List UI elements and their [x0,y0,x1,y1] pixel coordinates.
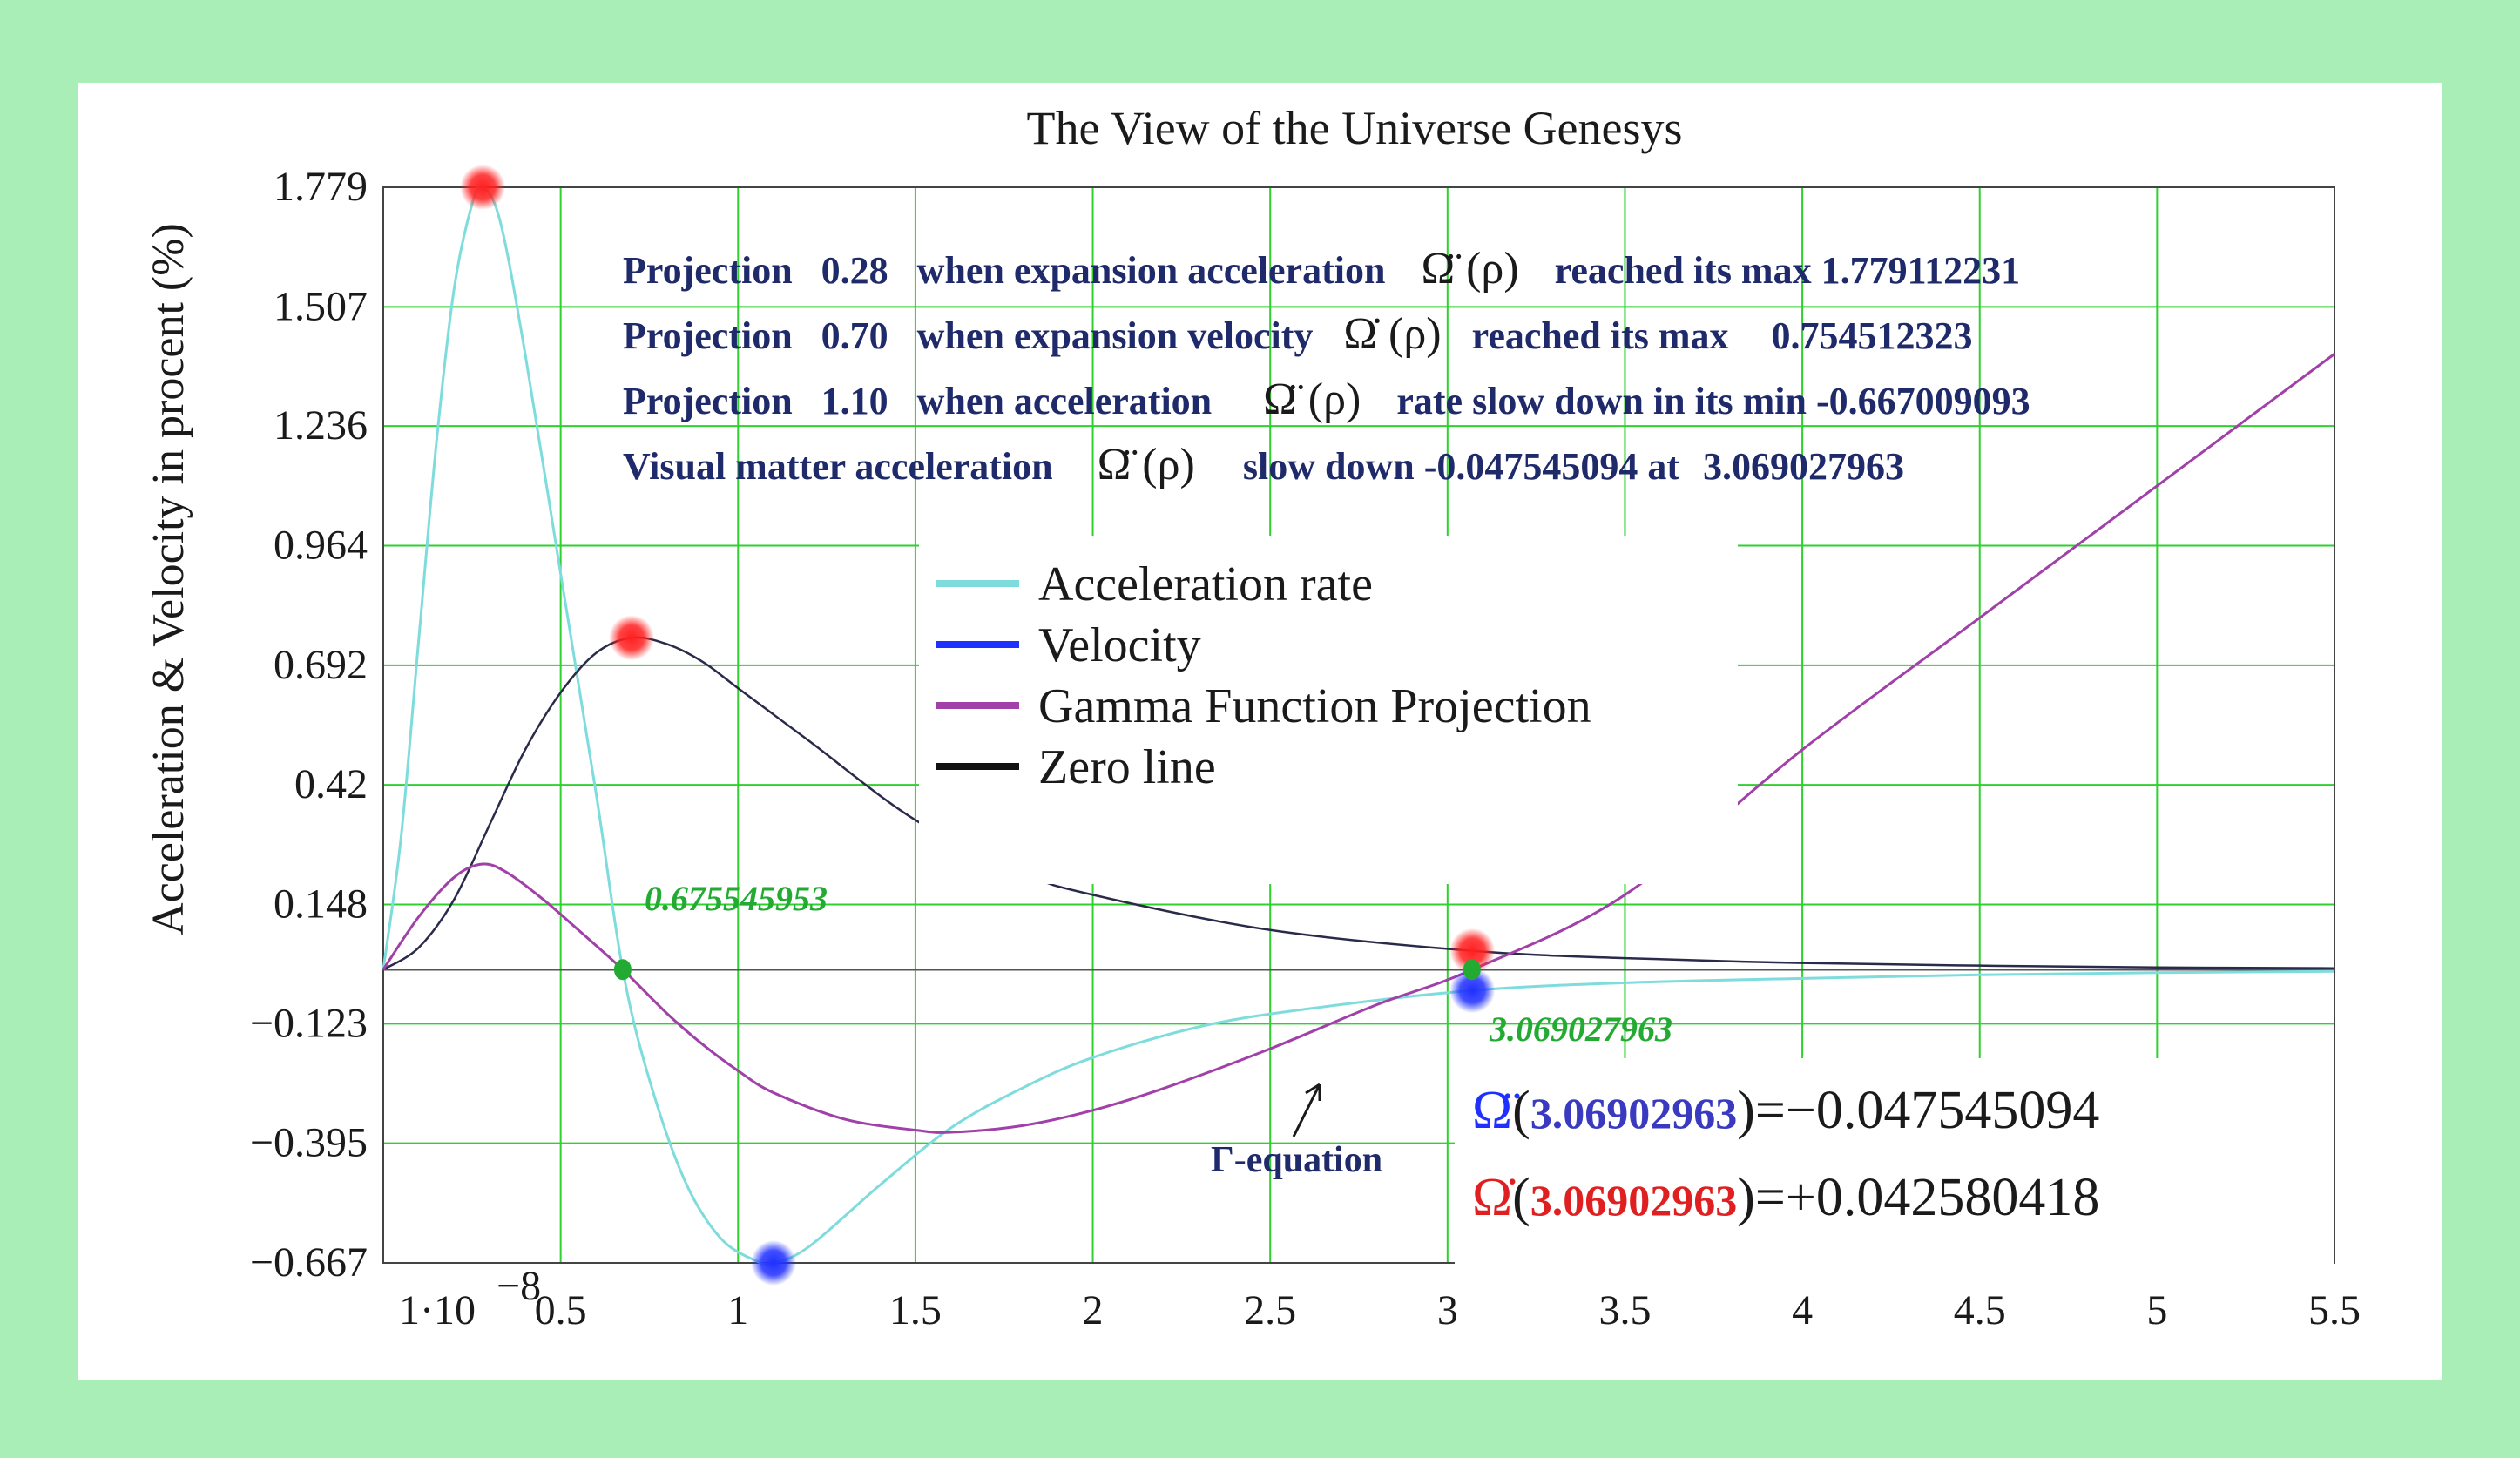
y-tick-label: 1.507 [274,283,368,329]
legend-label-acceleration: Acceleration rate [1038,557,1373,611]
x-tick-label: 2.5 [1244,1287,1296,1333]
zero-crossing-label-2: 3.069027963 [1489,1009,1672,1049]
x-tick-exponent: −8 [497,1263,541,1309]
y-tick-label: 0.964 [274,522,368,568]
legend-label-zero: Zero line [1038,740,1216,794]
equation-velocity: Ω̇(3.06902963)=+0.042580418 [1472,1168,2099,1227]
pointer-arrow-line [1292,1083,1321,1137]
annotation-line-1: Projection 0.28 when expansion accelerat… [623,244,2020,294]
marker-blue [1449,968,1496,1014]
x-tick-label: 5.5 [2308,1287,2361,1333]
y-tick-label: 0.148 [274,881,368,928]
annotation-line-2: Projection 0.70 when expansion velocity … [623,309,1973,359]
y-tick-label: 0.692 [274,642,368,688]
markers [460,165,1496,1286]
marker-red [460,165,506,210]
tick-labels: 1·10 0.5 1 1.5 2 2.5 3 3.5 4 4.5 5 5.5 −8 1.779 1.507 1… [250,164,2361,1333]
series-layer [382,185,2335,1266]
chart-title: The View of the Universe Genesys [1026,102,1682,154]
gamma-equation-pointer: Γ-equation [1211,1083,1382,1180]
chart-panel: The View of the Universe Genesys Acceler… [78,83,2442,1380]
x-tick-label: 1·10 [399,1287,476,1333]
x-tick-label: 3.5 [1598,1287,1651,1333]
annotation-block: Projection 0.28 when expansion accelerat… [623,244,2030,489]
x-tick-label: 4 [1792,1287,1813,1333]
series-acceleration-rate [382,185,2335,1266]
series-gamma-projection [382,353,2335,1134]
legend-label-velocity: Velocity [1038,618,1201,672]
plot-frame [382,186,2335,1264]
y-tick-label: 1.779 [274,164,368,210]
annotation-line-4: Visual matter acceleration Ω̈ (ρ) slow d… [623,440,1904,489]
marker-zero-crossing [1463,959,1481,981]
marker-red [609,615,655,661]
equation-acceleration: Ω̈(3.06902963)=−0.047545094 [1472,1081,2099,1140]
x-tick-label: 4.5 [1954,1287,2006,1333]
x-tick-label: 1 [727,1287,748,1333]
marker-blue [751,1240,796,1286]
legend: Acceleration rate Velocity Gamma Functio… [919,536,1738,884]
y-tick-label: −0.667 [250,1239,368,1286]
x-tick-label: 5 [2146,1287,2167,1333]
equation-box: Ω̈(3.06902963)=−0.047545094 Ω̇(3.0690296… [1455,1058,2334,1267]
x-tick-label: 3 [1437,1287,1458,1333]
x-tick-label: 0.5 [535,1287,587,1333]
legend-background [919,536,1738,884]
equation-box-background [1455,1058,2334,1267]
y-tick-label: 1.236 [274,402,368,449]
chart-svg: The View of the Universe Genesys Acceler… [144,102,2361,1333]
axes [382,186,2335,1264]
y-axis-label: Acceleration & Velocity in procent (%) [144,223,193,935]
marker-zero-crossing [613,959,632,981]
marker-red [1449,928,1496,974]
annotation-line-3: Projection 1.10 when acceleration Ω̈ (ρ)… [623,375,2030,424]
x-tick-label: 1.5 [889,1287,942,1333]
gamma-equation-label: Γ-equation [1211,1140,1382,1180]
y-tick-label: −0.395 [250,1120,368,1166]
zero-crossing-label-1: 0.675545953 [645,879,828,918]
y-tick-label: −0.123 [250,1000,368,1046]
legend-label-gamma: Gamma Function Projection [1038,679,1591,733]
y-tick-label: 0.42 [294,761,368,807]
x-tick-label: 2 [1083,1287,1104,1333]
pointer-arrow-head [1305,1083,1321,1101]
